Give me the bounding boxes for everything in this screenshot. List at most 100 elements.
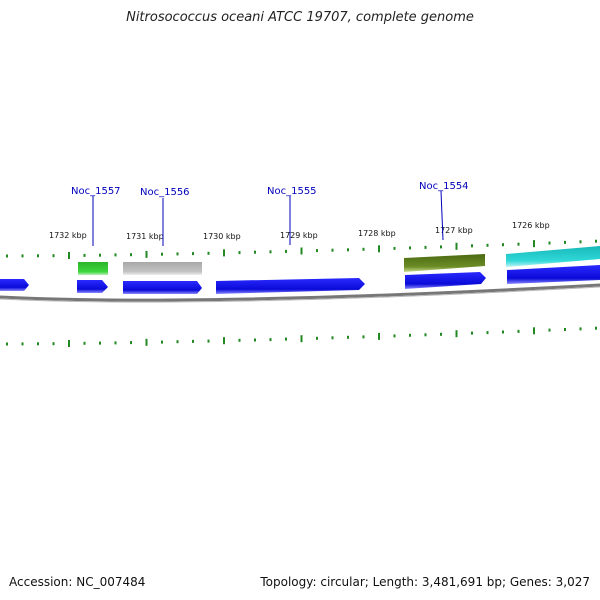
gene-label-noc1557[interactable]: Noc_1557 bbox=[71, 186, 121, 197]
top-tick bbox=[579, 240, 582, 244]
bottom-tick bbox=[440, 332, 442, 336]
top-tick-row bbox=[6, 239, 597, 259]
bottom-tick bbox=[161, 340, 163, 344]
top-tick bbox=[269, 250, 272, 254]
bottom-tick bbox=[548, 328, 551, 332]
gene-label-noc1555[interactable]: Noc_1555 bbox=[267, 186, 317, 197]
bottom-tick bbox=[409, 333, 411, 337]
feature-cyan-box[interactable] bbox=[506, 246, 600, 267]
top-tick bbox=[409, 246, 411, 250]
top-tick bbox=[316, 249, 318, 253]
cds-arrow-noc1554[interactable] bbox=[405, 272, 486, 289]
top-tick bbox=[83, 253, 86, 257]
top-tick bbox=[223, 249, 225, 257]
cds-arrow-noc1557[interactable] bbox=[77, 280, 108, 293]
bottom-tick bbox=[145, 338, 148, 346]
cds-arrow-noc1555[interactable] bbox=[216, 278, 365, 294]
bottom-tick bbox=[83, 341, 86, 345]
bottom-tick bbox=[579, 327, 582, 331]
genome-title: Nitrosococcus oceani ATCC 19707, complet… bbox=[126, 10, 474, 25]
top-tick bbox=[300, 247, 303, 255]
top-tick bbox=[362, 247, 365, 251]
bottom-tick bbox=[192, 339, 194, 343]
kbp-label-1726: 1726 kbp bbox=[512, 221, 550, 230]
top-tick bbox=[37, 254, 39, 258]
bottom-tick bbox=[455, 330, 458, 338]
bottom-tick bbox=[37, 342, 39, 346]
bottom-tick bbox=[517, 329, 520, 333]
gene-label-noc1554[interactable]: Noc_1554 bbox=[419, 181, 469, 192]
genome-stats: Topology: circular; Length: 3,481,691 bp… bbox=[260, 575, 590, 589]
bottom-tick bbox=[207, 339, 210, 343]
bottom-tick bbox=[564, 328, 566, 331]
bottom-tick bbox=[316, 336, 318, 340]
bottom-tick bbox=[254, 338, 256, 342]
top-tick bbox=[347, 248, 349, 252]
bottom-tick bbox=[471, 331, 473, 335]
bottom-tick bbox=[300, 335, 303, 343]
cds-arrow-6[interactable] bbox=[507, 265, 600, 284]
cds-arrow-noc1556[interactable] bbox=[123, 281, 202, 294]
top-tick bbox=[424, 245, 427, 249]
kbp-label-1729: 1729 kbp bbox=[280, 231, 318, 240]
bottom-tick bbox=[114, 341, 117, 345]
kbp-label-1727: 1727 kbp bbox=[435, 226, 473, 235]
top-tick bbox=[393, 246, 396, 250]
bottom-tick bbox=[52, 342, 55, 346]
bottom-tick bbox=[502, 330, 504, 334]
feature-green-box[interactable] bbox=[78, 262, 108, 275]
bottom-tick bbox=[533, 327, 535, 335]
cds-arrow-1[interactable] bbox=[0, 279, 29, 291]
top-tick bbox=[378, 245, 380, 253]
top-tick bbox=[440, 245, 442, 249]
bottom-tick bbox=[176, 340, 179, 344]
bottom-tick bbox=[68, 340, 70, 347]
top-tick bbox=[130, 253, 132, 257]
bottom-tick-row bbox=[6, 326, 597, 347]
genome-backbone bbox=[0, 283, 600, 302]
bottom-tick bbox=[378, 332, 380, 340]
kbp-label-1731: 1731 kbp bbox=[126, 232, 164, 241]
top-tick bbox=[114, 253, 117, 257]
gene-label-noc1556[interactable]: Noc_1556 bbox=[140, 187, 190, 198]
top-tick bbox=[207, 251, 210, 255]
top-tick bbox=[21, 254, 24, 258]
bottom-tick bbox=[99, 341, 101, 345]
feature-olive-box[interactable] bbox=[404, 254, 485, 272]
top-tick bbox=[145, 250, 148, 258]
top-tick bbox=[471, 244, 473, 248]
bottom-tick bbox=[285, 337, 287, 341]
bottom-tick bbox=[347, 335, 349, 339]
top-tick bbox=[533, 240, 535, 248]
leader-line-noc1554 bbox=[440, 190, 444, 241]
accession-label: Accession: NC_007484 bbox=[9, 575, 146, 589]
top-tick bbox=[99, 253, 101, 257]
top-tick bbox=[6, 254, 8, 258]
bottom-tick bbox=[21, 342, 24, 346]
top-tick bbox=[68, 252, 70, 259]
top-tick bbox=[455, 242, 458, 250]
feature-grey-box[interactable] bbox=[123, 262, 202, 275]
top-tick bbox=[486, 243, 489, 247]
top-tick bbox=[285, 249, 287, 253]
top-tick bbox=[254, 250, 256, 254]
genome-backbone-shadow bbox=[0, 286, 600, 303]
top-tick bbox=[192, 252, 194, 256]
kbp-label-1728: 1728 kbp bbox=[358, 229, 396, 238]
kbp-label-1730: 1730 kbp bbox=[203, 232, 241, 241]
top-tick bbox=[595, 239, 597, 243]
top-tick bbox=[52, 254, 55, 258]
top-tick bbox=[564, 240, 566, 244]
bottom-tick bbox=[223, 337, 225, 345]
bottom-tick bbox=[393, 334, 396, 338]
bottom-tick bbox=[362, 335, 365, 339]
top-tick bbox=[517, 242, 520, 246]
bottom-tick bbox=[6, 342, 8, 346]
top-tick bbox=[238, 251, 241, 255]
top-tick bbox=[502, 243, 504, 247]
bottom-tick bbox=[595, 326, 597, 330]
top-tick bbox=[176, 252, 179, 256]
top-tick bbox=[331, 248, 334, 252]
bottom-tick bbox=[130, 341, 132, 345]
